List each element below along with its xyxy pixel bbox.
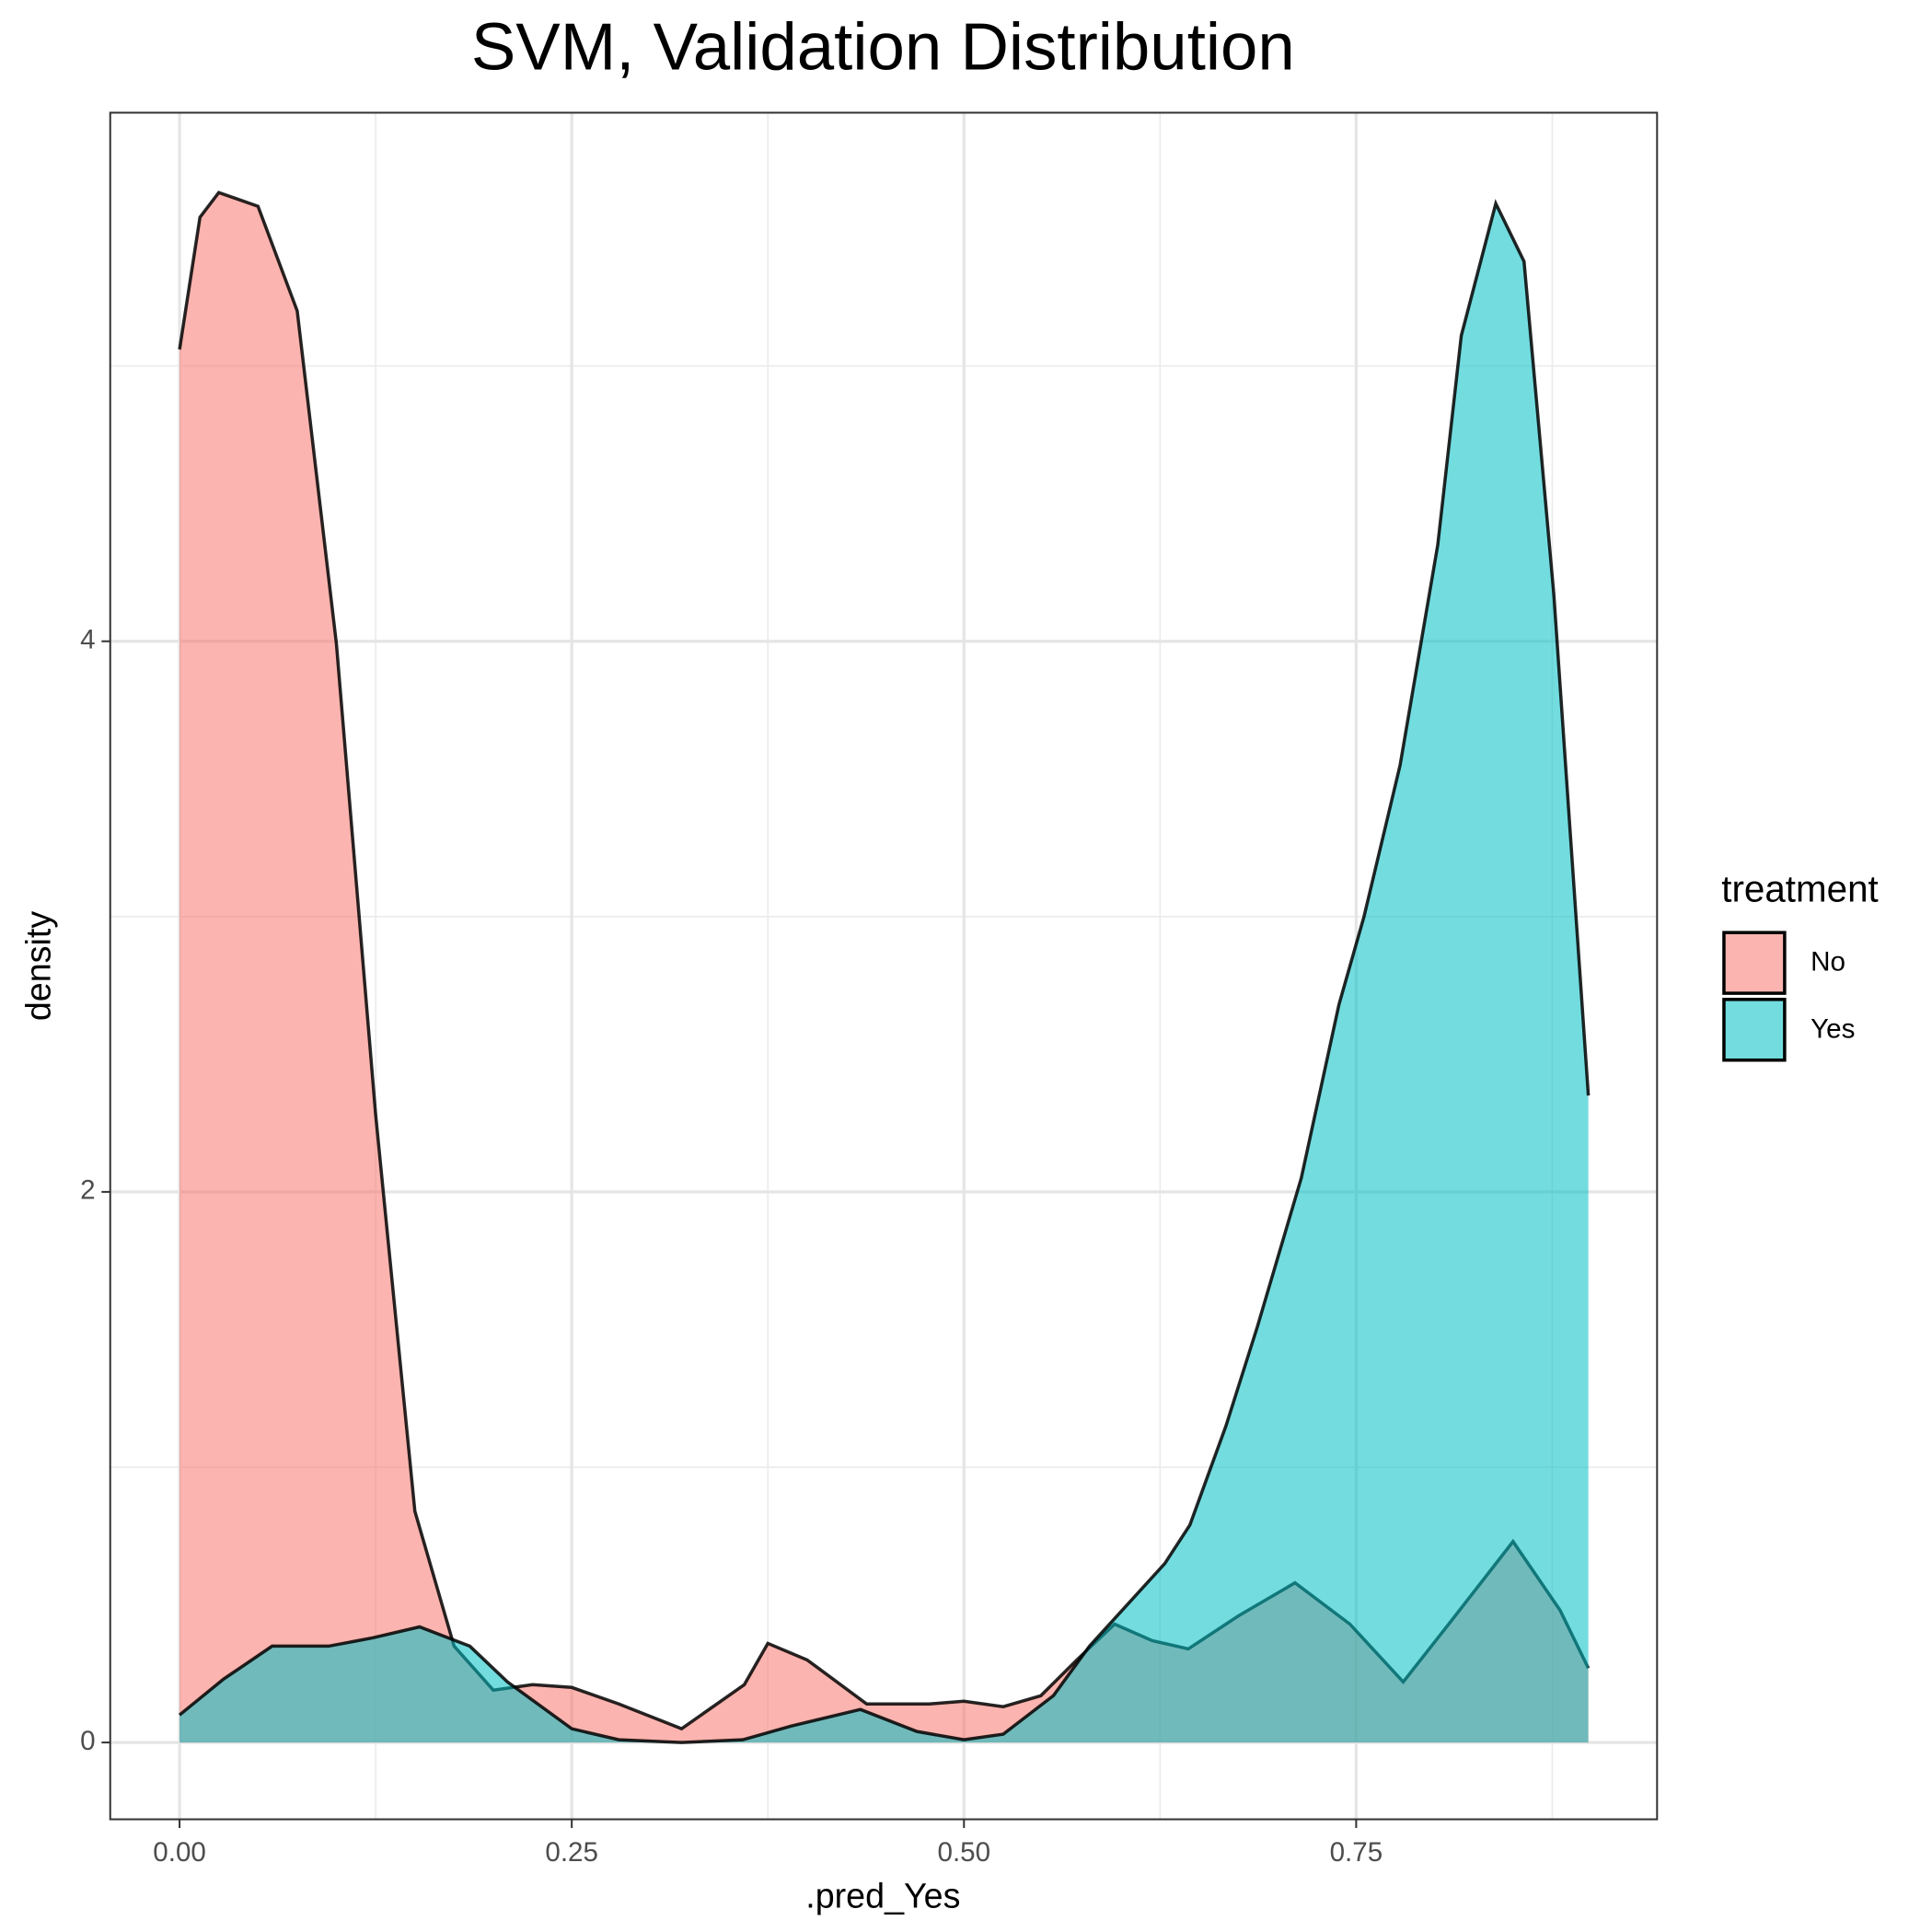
x-axis-title: .pred_Yes [805, 1877, 960, 1915]
y-tick-label: 2 [80, 1175, 95, 1206]
density-line [178, 199, 1591, 1744]
x-tick-label: 0.25 [545, 1837, 598, 1868]
y-tick-label: 0 [80, 1726, 95, 1756]
x-tick-label: 0.75 [1330, 1837, 1383, 1868]
plot-area [178, 191, 1591, 1744]
x-tick-label: 0.00 [153, 1837, 206, 1868]
y-tick-label: 4 [80, 625, 95, 655]
legend: No Yes [1722, 931, 1855, 1062]
panel-border [109, 111, 1659, 1821]
x-tick-label: 0.50 [937, 1837, 990, 1868]
legend-key [1722, 931, 1787, 995]
density-area [179, 203, 1589, 1743]
axes: 0.00 0.25 0.50 0.75 0 2 4 [80, 111, 1659, 1868]
legend-label: Yes [1811, 1013, 1855, 1044]
legend-key [1722, 998, 1787, 1062]
density-area [179, 192, 1589, 1743]
chart-title: SVM, Validation Distribution [471, 10, 1295, 85]
legend-title: treatment [1721, 867, 1878, 909]
legend-label: No [1811, 947, 1845, 978]
y-axis-title: density [18, 911, 57, 1021]
